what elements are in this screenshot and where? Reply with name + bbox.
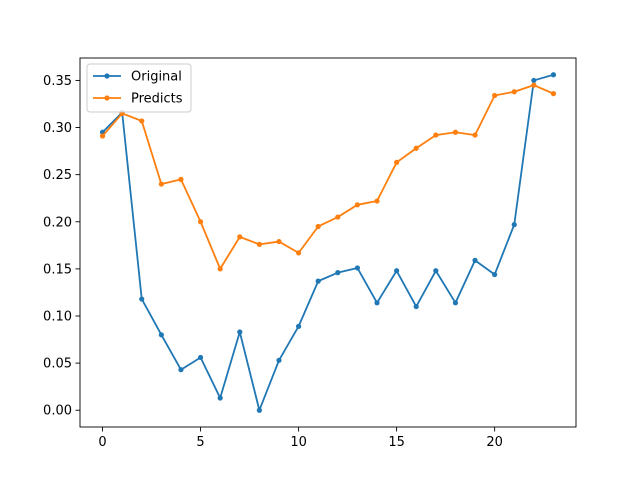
data-point xyxy=(197,219,204,225)
data-point xyxy=(276,357,282,363)
legend-swatch-marker xyxy=(104,73,110,79)
data-point xyxy=(374,198,380,204)
data-point xyxy=(511,222,517,228)
data-point xyxy=(217,395,223,401)
data-point xyxy=(335,270,341,276)
legend-item-original: Original xyxy=(93,70,182,85)
axis-layer: 0 5 10 15 20 0.00 0.05 0.10 0.15 0.20 0.25 0.30 0.35 xyxy=(43,74,503,450)
data-point xyxy=(492,271,498,278)
data-point xyxy=(492,92,498,99)
legend-label: Original xyxy=(131,70,182,85)
y-tick-label: 0.25 xyxy=(43,168,72,183)
legend-swatch-marker xyxy=(104,95,110,101)
data-point xyxy=(531,82,537,88)
data-point xyxy=(256,407,262,413)
data-point xyxy=(550,91,557,97)
series-line-predicts xyxy=(101,84,555,270)
x-tick-label: 20 xyxy=(486,435,503,450)
legend: Original Predicts xyxy=(86,63,192,113)
data-point xyxy=(256,241,262,247)
data-point xyxy=(433,132,439,138)
data-point xyxy=(295,250,302,256)
data-point xyxy=(472,257,478,263)
data-point xyxy=(511,89,517,95)
legend-item-predicts: Predicts xyxy=(93,92,183,107)
data-point xyxy=(237,234,243,240)
data-point xyxy=(217,266,223,272)
y-tick-label: 0.05 xyxy=(43,357,72,372)
data-point xyxy=(276,238,282,245)
data-point xyxy=(178,176,184,182)
data-point xyxy=(433,268,439,274)
legend-label: Predicts xyxy=(131,92,183,107)
data-point xyxy=(335,214,341,220)
data-point xyxy=(139,296,145,302)
data-point xyxy=(295,323,302,329)
data-point xyxy=(158,181,164,187)
data-point xyxy=(315,223,321,230)
data-point xyxy=(354,202,361,208)
data-point xyxy=(550,72,557,78)
data-point xyxy=(139,118,145,124)
series-predicts xyxy=(99,82,557,272)
data-point xyxy=(197,354,204,361)
series-original xyxy=(99,72,557,413)
series-line-original xyxy=(101,73,555,412)
data-point xyxy=(452,300,459,306)
data-point xyxy=(99,133,106,139)
data-point xyxy=(394,268,400,274)
y-tick-label: 0.15 xyxy=(43,262,72,277)
y-tick-label: 0.35 xyxy=(43,74,72,89)
y-tick-label: 0.00 xyxy=(43,404,72,419)
y-tick-label: 0.30 xyxy=(43,121,72,136)
y-tick-label: 0.10 xyxy=(43,309,72,324)
data-point xyxy=(178,367,184,373)
y-tick-label: 0.20 xyxy=(43,215,72,230)
data-point xyxy=(452,129,459,135)
x-tick-label: 15 xyxy=(388,435,405,450)
data-point xyxy=(531,77,537,84)
x-tick-label: 0 xyxy=(98,435,106,450)
data-point xyxy=(413,145,419,151)
data-point xyxy=(237,329,243,335)
x-tick-label: 5 xyxy=(196,435,204,450)
data-point xyxy=(472,132,478,138)
data-point xyxy=(374,300,380,306)
x-tick-label: 10 xyxy=(290,435,307,450)
series-layer xyxy=(99,72,557,413)
plot-frame xyxy=(79,57,577,428)
data-point xyxy=(394,159,400,166)
data-point xyxy=(413,303,419,310)
data-point xyxy=(354,265,361,271)
data-point xyxy=(158,332,164,338)
data-point xyxy=(315,278,321,284)
